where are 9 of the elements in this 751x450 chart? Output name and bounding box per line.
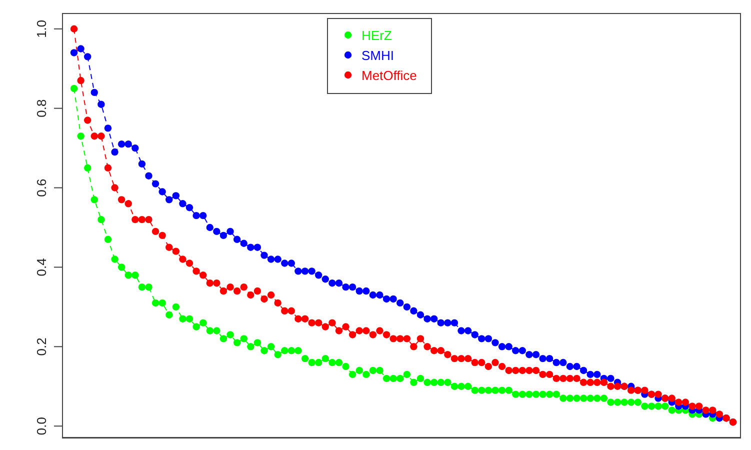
y-tick-label: 0.6 xyxy=(34,178,49,197)
y-tick-label: 0.0 xyxy=(34,417,49,436)
y-tick-label: 0.4 xyxy=(34,258,49,276)
y-tick-label: 0.2 xyxy=(34,338,49,356)
legend-label: HErZ xyxy=(362,28,392,42)
y-tick-label: 0.8 xyxy=(34,99,49,118)
legend-label: SMHI xyxy=(362,48,394,62)
y-tick-label: 1.0 xyxy=(34,20,49,38)
legend-label: MetOffice xyxy=(362,68,417,82)
